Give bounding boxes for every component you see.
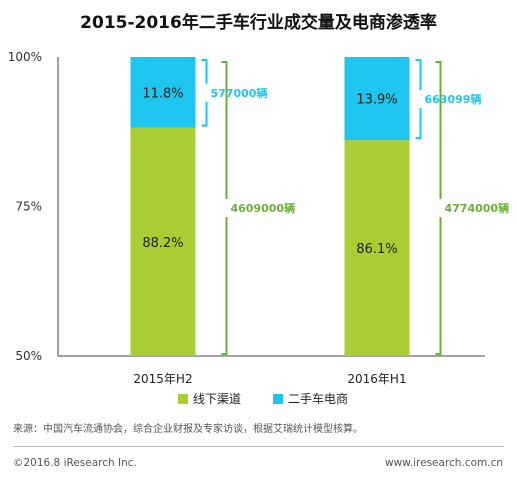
bracket-ecommerce-2-gap <box>417 90 424 109</box>
bracket-ecommerce-1: 577000辆 <box>201 59 268 127</box>
brackets: 577000辆 4609000辆 663099辆 4774000辆 <box>201 59 510 355</box>
bracket-ecommerce-1-label: 577000辆 <box>211 86 268 100</box>
copyright: ©2016.8 iResearch Inc. <box>13 457 137 469</box>
website-link: www.iresearch.com.cn <box>384 457 503 469</box>
bracket-total-2-gap <box>437 199 444 217</box>
legend-label-1: 线下渠道 <box>193 392 241 406</box>
bars: 11.8% 88.2% 13.9% 86.1% <box>130 57 410 357</box>
bracket-total-1-label: 4609000辆 <box>231 201 296 215</box>
bracket-ecommerce-2-label: 663099辆 <box>425 92 482 106</box>
x-tick-label: 2015年H2 <box>133 372 192 386</box>
bracket-total-1-gap <box>223 199 230 217</box>
source-note: 来源：中国汽车流通协会，综合企业财报及专家访谈，根据艾瑞统计模型核算。 <box>13 424 363 435</box>
bracket-total-2-label: 4774000辆 <box>445 201 510 215</box>
legend: 线下渠道 二手车电商 <box>178 391 348 406</box>
bracket-ecommerce-1-gap <box>203 83 210 102</box>
data-label-ecommerce-2: 13.9% <box>356 93 397 108</box>
y-tick-label: 50% <box>15 349 42 363</box>
legend-swatch-2 <box>273 394 283 404</box>
y-tick-label: 100% <box>8 50 42 64</box>
legend-label-2: 二手车电商 <box>288 391 348 406</box>
y-tick-label: 75% <box>15 200 42 214</box>
stacked-bar-chart: 50% 75% 100% 2015年H2 2016年H1 11.8% 88.2% 13.9%… <box>8 50 510 406</box>
x-tick-label: 2016年H1 <box>347 372 406 386</box>
legend-swatch-1 <box>178 394 188 404</box>
data-label-offline-1: 88.2% <box>142 236 183 251</box>
bracket-total-2: 4774000辆 <box>435 61 510 355</box>
bar-offline-2 <box>344 140 410 356</box>
chart-title: 2015-2016年二手车行业成交量及电商渗透率 <box>80 13 437 33</box>
data-label-offline-2: 86.1% <box>356 242 397 257</box>
bracket-total-1: 4609000辆 <box>221 61 296 355</box>
bar-offline-1 <box>130 127 196 357</box>
data-label-ecommerce-1: 11.8% <box>142 86 183 101</box>
bar-ecommerce-1 <box>130 57 196 128</box>
bar-ecommerce-2 <box>344 57 410 141</box>
axes: 50% 75% 100% 2015年H2 2016年H1 <box>8 50 485 386</box>
footer-divider <box>13 446 504 447</box>
bracket-ecommerce-2: 663099辆 <box>415 59 482 140</box>
